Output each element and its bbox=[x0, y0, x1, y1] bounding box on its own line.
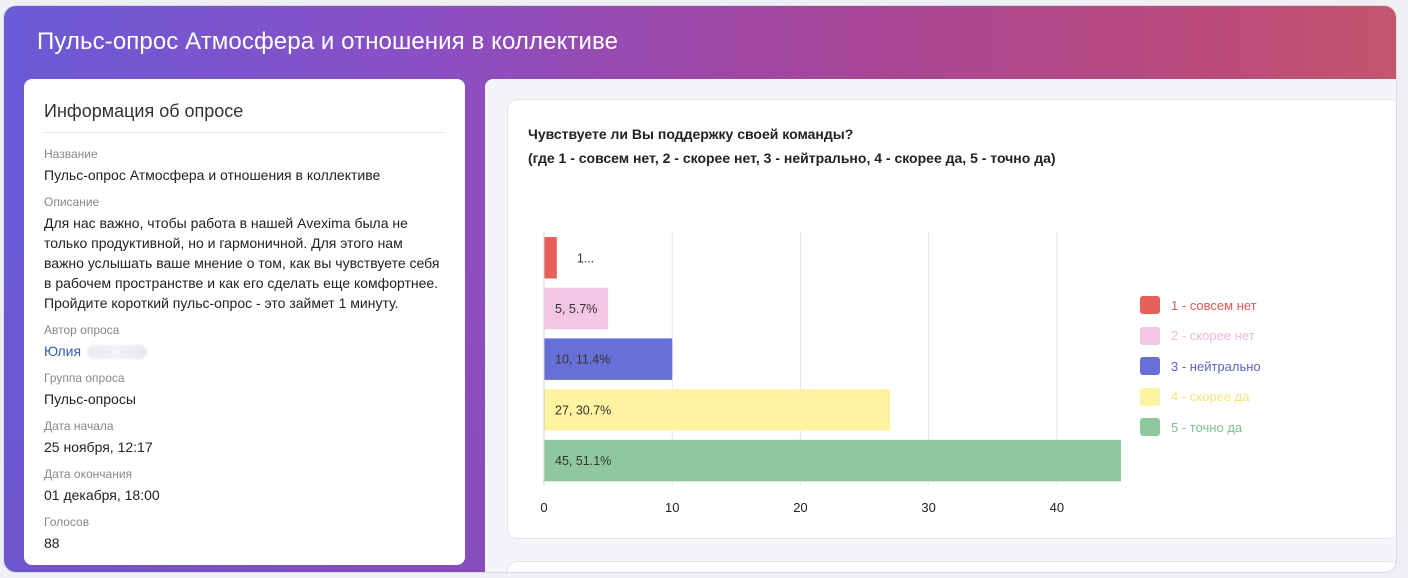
bar bbox=[544, 389, 891, 431]
x-tick-label: 40 bbox=[1050, 500, 1064, 515]
survey-page: Пульс-опрос Атмосфера и отношения в колл… bbox=[4, 6, 1396, 572]
chart-legend: 1 - совсем нет 2 - скорее нет 3 - нейтраль… bbox=[1140, 290, 1261, 443]
page-title: Пульс-опрос Атмосфера и отношения в колл… bbox=[37, 28, 619, 55]
x-tick-label: 20 bbox=[793, 500, 807, 515]
field-value: 01 декабря, 18:00 bbox=[44, 487, 160, 503]
x-tick-label: 0 bbox=[540, 500, 547, 515]
field-label: Описание bbox=[44, 195, 100, 209]
field-label: Группа опроса bbox=[44, 371, 125, 385]
legend-swatch bbox=[1140, 326, 1160, 345]
question-card: Чувствуете ли Вы поддержку своей команды… bbox=[507, 99, 1396, 539]
field-group: Группа опроса Пульс-опросы bbox=[44, 371, 445, 409]
field-description: Описание Для нас важно, чтобы работа в н… bbox=[44, 195, 445, 313]
legend-item[interactable]: 3 - нейтрально bbox=[1140, 351, 1261, 382]
info-card-title: Информация об опросе bbox=[44, 101, 445, 133]
field-label: Название bbox=[44, 147, 98, 161]
bar bbox=[544, 237, 557, 279]
field-start-date: Дата начала 25 ноября, 12:17 bbox=[44, 419, 445, 457]
field-label: Дата начала bbox=[44, 419, 114, 433]
author-link-row: Юлия bbox=[44, 341, 445, 361]
redacted-surname bbox=[87, 345, 148, 360]
x-tick-label: 10 bbox=[665, 500, 679, 515]
field-end-date: Дата окончания 01 декабря, 18:00 bbox=[44, 467, 445, 505]
question-title: Чувствуете ли Вы поддержку своей команды… bbox=[528, 126, 854, 142]
legend-item[interactable]: 4 - скорее да bbox=[1140, 382, 1261, 413]
bar-data-label: 5, 5.7% bbox=[555, 302, 597, 316]
field-value: 25 ноября, 12:17 bbox=[44, 439, 153, 455]
next-question-card bbox=[507, 561, 1396, 572]
field-label: Дата окончания bbox=[44, 467, 133, 481]
bar bbox=[544, 439, 1121, 482]
legend-swatch bbox=[1140, 296, 1160, 315]
field-value: 88 bbox=[44, 535, 60, 551]
field-votes: Голосов 88 bbox=[44, 515, 445, 553]
field-name: Название Пульс-опрос Атмосфера и отношен… bbox=[44, 147, 445, 185]
field-value: Пульс-опрос Атмосфера и отношения в колл… bbox=[44, 167, 381, 183]
bar-data-label: 27, 30.7% bbox=[555, 403, 611, 417]
bar-chart: 0 10 20 30 40 1... 5, 5.7% 10, 11.4% 27, 30.7% 45… bbox=[540, 231, 1121, 515]
legend-item[interactable]: 5 - точно да bbox=[1140, 412, 1261, 443]
survey-info-card: Информация об опросе Название Пульс-опро… bbox=[24, 79, 465, 565]
question-scale: (где 1 - совсем нет, 2 - скорее нет, 3 -… bbox=[528, 150, 1056, 166]
legend-label: 5 - точно да bbox=[1171, 419, 1243, 435]
legend-swatch bbox=[1140, 387, 1160, 406]
bar bbox=[544, 287, 609, 330]
bar bbox=[544, 338, 673, 380]
field-label: Голосов bbox=[44, 515, 90, 529]
bar-data-label: 1... bbox=[577, 251, 594, 265]
legend-item[interactable]: 2 - скорее нет bbox=[1140, 321, 1261, 352]
legend-item[interactable]: 1 - совсем нет bbox=[1140, 290, 1261, 321]
x-tick-label: 30 bbox=[921, 500, 935, 515]
field-value: Пульс-опросы bbox=[44, 391, 136, 407]
legend-label: 2 - скорее нет bbox=[1171, 328, 1255, 344]
field-label: Автор опроса bbox=[44, 323, 120, 337]
legend-swatch bbox=[1140, 418, 1160, 437]
question-text: Чувствуете ли Вы поддержку своей команды… bbox=[528, 122, 1056, 170]
bar-data-label: 10, 11.4% bbox=[555, 353, 610, 367]
field-author: Автор опроса Юлия bbox=[44, 323, 445, 361]
field-value: Для нас важно, чтобы работа в нашей Avex… bbox=[44, 215, 440, 311]
results-panel: Чувствуете ли Вы поддержку своей команды… bbox=[485, 79, 1396, 572]
author-link[interactable]: Юлия bbox=[44, 343, 82, 359]
legend-label: 1 - совсем нет bbox=[1171, 297, 1257, 313]
bar-data-label: 45, 51.1% bbox=[555, 454, 611, 468]
legend-label: 3 - нейтрально bbox=[1171, 358, 1261, 374]
legend-label: 4 - скорее да bbox=[1171, 389, 1250, 405]
legend-swatch bbox=[1140, 357, 1160, 376]
